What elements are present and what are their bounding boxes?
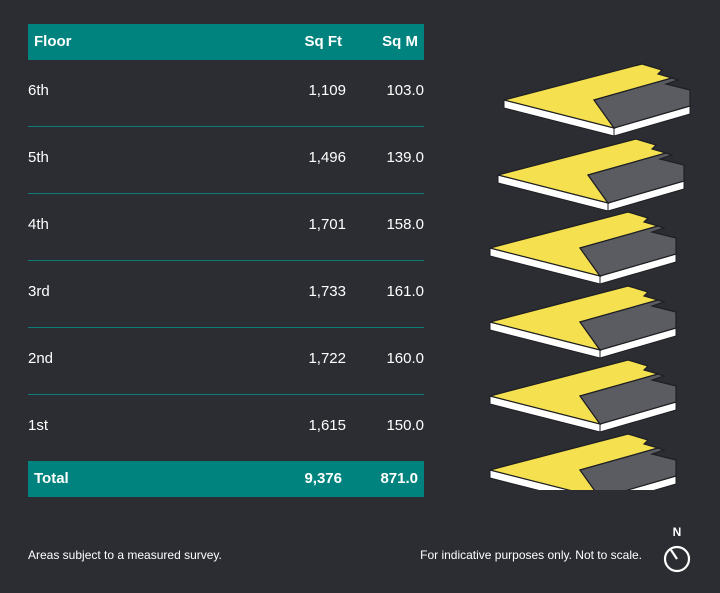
row-sqm: 150.0 — [386, 417, 424, 434]
total-sqft: 9,376 — [304, 470, 342, 487]
row-sqm: 103.0 — [386, 82, 424, 99]
table-row: 6th 1,109 103.0 — [28, 60, 424, 126]
table-header: Floor Sq Ft Sq M — [28, 24, 424, 60]
row-floor: 4th — [28, 216, 49, 233]
row-divider — [28, 260, 424, 261]
row-sqft: 1,615 — [308, 417, 346, 434]
floor-plan-4th — [489, 211, 677, 285]
area-schedule-table: Floor Sq Ft Sq M 6th 1,109 103.0 5th 1,4… — [28, 24, 424, 497]
row-sqm: 139.0 — [386, 149, 424, 166]
north-compass: N — [660, 524, 694, 581]
row-divider — [28, 327, 424, 328]
table-total-row: Total 9,376 871.0 — [28, 461, 424, 497]
row-sqm: 160.0 — [386, 350, 424, 367]
row-divider — [28, 394, 424, 395]
row-divider — [28, 193, 424, 194]
compass-icon: N — [663, 525, 691, 573]
table-row: 1st 1,615 150.0 — [28, 395, 424, 461]
compass-label: N — [673, 525, 682, 539]
row-floor: 1st — [28, 417, 49, 434]
table-row: 5th 1,496 139.0 — [28, 127, 424, 193]
survey-note: Areas subject to a measured survey. — [28, 548, 222, 562]
row-floor: 2nd — [28, 350, 54, 367]
floor-plan-1st — [489, 433, 677, 490]
row-sqft: 1,733 — [308, 283, 346, 300]
header-sqm: Sq M — [382, 33, 418, 50]
row-sqft: 1,701 — [308, 216, 346, 233]
floor-plan-5th — [497, 138, 685, 212]
row-sqft: 1,496 — [308, 149, 346, 166]
table-row: 3rd 1,733 161.0 — [28, 261, 424, 327]
stacked-floor-plans — [489, 63, 691, 490]
table-row: 2nd 1,722 160.0 — [28, 328, 424, 394]
row-sqft: 1,109 — [308, 82, 346, 99]
floor-plan-3rd — [489, 285, 677, 359]
header-floor: Floor — [34, 33, 72, 50]
floor-plan-2nd — [489, 359, 677, 433]
total-sqm: 871.0 — [380, 470, 418, 487]
row-floor: 5th — [28, 149, 49, 166]
floor-plan-6th — [503, 63, 691, 137]
row-sqm: 158.0 — [386, 216, 424, 233]
row-floor: 3rd — [28, 283, 50, 300]
row-floor: 6th — [28, 82, 49, 99]
row-sqft: 1,722 — [308, 350, 346, 367]
scale-disclaimer: For indicative purposes only. Not to sca… — [420, 548, 642, 562]
total-label: Total — [34, 470, 69, 487]
row-sqm: 161.0 — [386, 283, 424, 300]
table-row: 4th 1,701 158.0 — [28, 194, 424, 260]
row-divider — [28, 126, 424, 127]
header-sqft: Sq Ft — [304, 33, 343, 50]
